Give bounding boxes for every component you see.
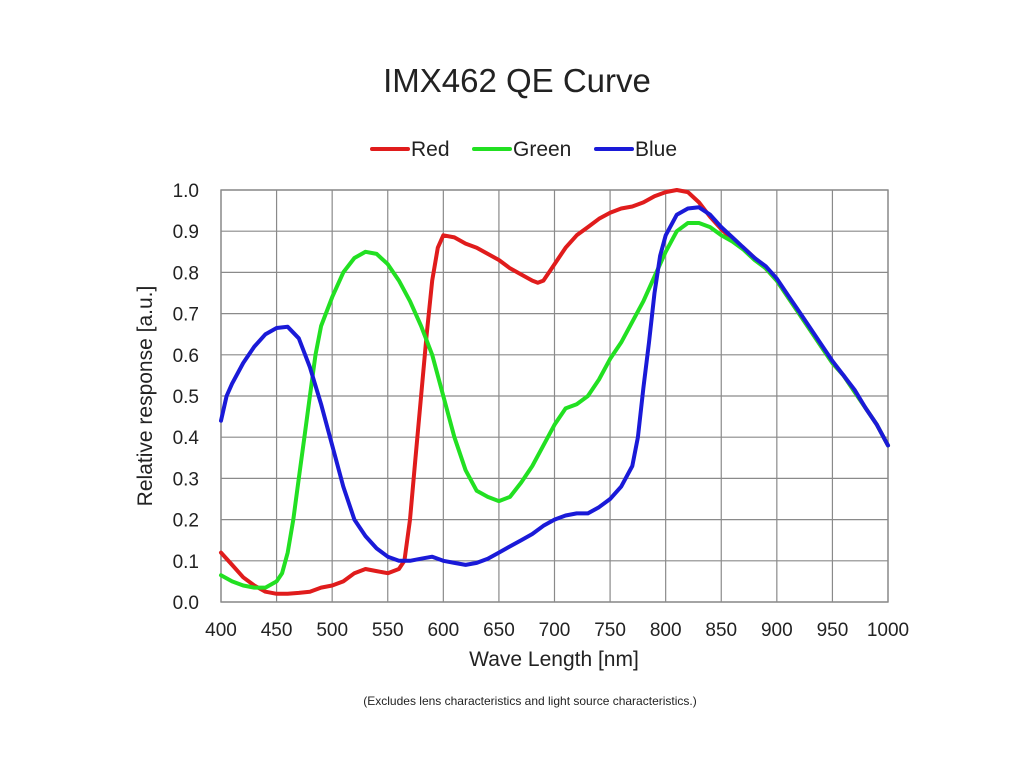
plot-frame xyxy=(220,189,889,603)
y-tick-label: 1.0 xyxy=(173,181,199,202)
x-tick-label: 750 xyxy=(594,620,626,641)
x-tick-label: 700 xyxy=(539,620,571,641)
grid xyxy=(220,189,889,603)
x-tick-label: 800 xyxy=(650,620,682,641)
legend-label-green: Green xyxy=(513,138,571,161)
y-tick-label: 0.3 xyxy=(173,469,199,490)
x-tick-label: 900 xyxy=(761,620,793,641)
y-tick-label: 0.0 xyxy=(173,593,199,614)
x-tick-label: 950 xyxy=(817,620,849,641)
y-tick-label: 0.6 xyxy=(173,346,199,367)
legend-label-red: Red xyxy=(411,138,450,161)
x-tick-label: 450 xyxy=(261,620,293,641)
x-tick-label: 600 xyxy=(427,620,459,641)
x-tick-label: 550 xyxy=(372,620,404,641)
y-tick-labels: 0.0 0.1 0.2 0.3 0.4 0.5 0.6 0.7 0.8 0.9 1.0 xyxy=(173,181,200,614)
y-tick-label: 0.7 xyxy=(173,305,199,326)
y-axis-label: Relative response [a.u.] xyxy=(134,286,157,507)
legend-label-blue: Blue xyxy=(635,138,677,161)
y-tick-label: 0.2 xyxy=(173,511,199,532)
x-axis-label: Wave Length [nm] xyxy=(469,648,639,671)
x-tick-label: 1000 xyxy=(867,620,909,641)
y-tick-label: 0.8 xyxy=(173,263,199,284)
y-tick-label: 0.5 xyxy=(173,387,199,408)
chart-title: IMX462 QE Curve xyxy=(383,62,651,99)
footnote: (Excludes lens characteristics and light… xyxy=(363,694,696,708)
y-tick-label: 0.4 xyxy=(173,428,200,449)
legend: Red Green Blue xyxy=(370,138,677,161)
curves xyxy=(219,188,890,596)
y-tick-label: 0.1 xyxy=(173,552,199,573)
x-tick-label: 850 xyxy=(705,620,737,641)
series-line-blue xyxy=(219,205,890,567)
x-tick-label: 650 xyxy=(483,620,515,641)
x-tick-label: 400 xyxy=(205,620,237,641)
y-tick-label: 0.9 xyxy=(173,222,199,243)
x-tick-label: 500 xyxy=(316,620,348,641)
x-tick-labels: 400 450 500 550 600 650 700 750 800 850 900 950 1000 xyxy=(205,620,909,641)
